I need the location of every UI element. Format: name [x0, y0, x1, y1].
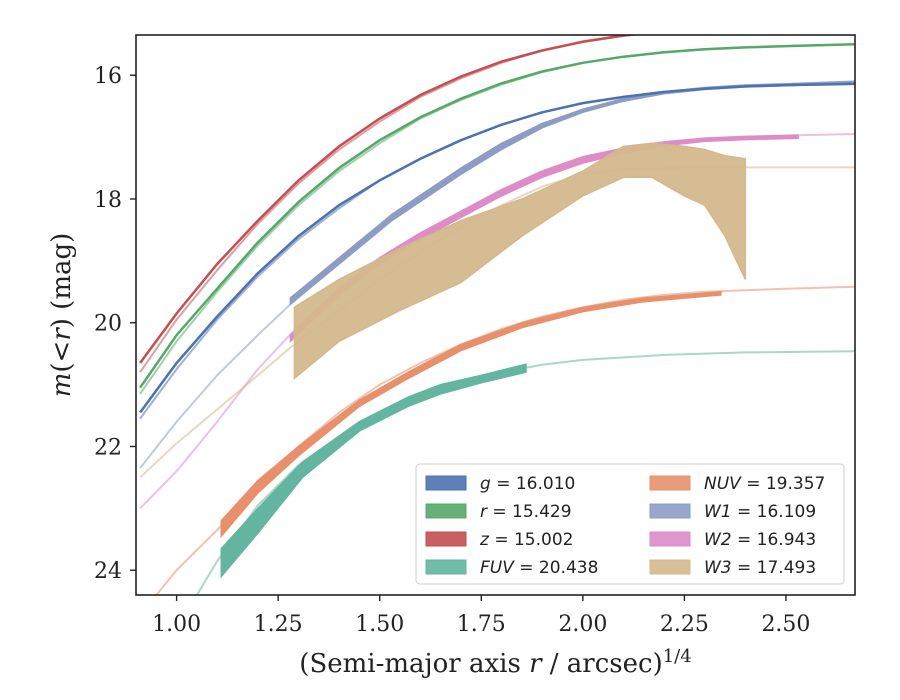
- nuv-data-band: [220, 290, 722, 539]
- legend: g = 16.010 r = 15.429 z = 15.002 FUV = 20.4…: [415, 463, 845, 585]
- r-data-line: [139, 43, 855, 389]
- z-legend-label: z = 15.002: [479, 530, 573, 550]
- x-tick-label: 2.25: [660, 612, 709, 637]
- z-data-line: [139, 35, 642, 364]
- x-tick-label: 1.75: [457, 612, 506, 637]
- fuv-legend-swatch: [425, 559, 467, 575]
- w1-legend-swatch: [649, 503, 691, 519]
- w3-legend-label: W3 = 17.493: [704, 558, 816, 578]
- g-legend-swatch: [425, 475, 467, 491]
- w2-model-curve: [139, 133, 855, 510]
- g-data-line: [139, 82, 855, 414]
- w3-data-band: [293, 142, 747, 380]
- series-group: [139, 35, 855, 595]
- x-tick-label: 2.50: [761, 612, 810, 637]
- z-legend-swatch: [425, 531, 467, 547]
- axes: 1.00 1.25 1.50 1.75 2.00 2.25 2.50 16 18 20 22 24 (S…: [47, 34, 856, 680]
- x-tick-label: 1.50: [355, 612, 404, 637]
- y-axis-label: m(<r) (mag): [47, 233, 77, 398]
- w2-legend-label: W2 = 16.943: [704, 530, 816, 550]
- w3-legend-swatch: [649, 559, 691, 575]
- x-tick-label: 2.00: [558, 612, 607, 637]
- y-tick-label: 18: [94, 188, 122, 213]
- fuv-legend-label: FUV = 20.438: [480, 558, 598, 578]
- y-tick-label: 24: [94, 559, 122, 584]
- r-legend-label: r = 15.429: [480, 502, 572, 522]
- w2-data-band: [289, 134, 799, 344]
- g-legend-label: g = 16.010: [480, 474, 575, 494]
- plot-area: [139, 35, 855, 595]
- w2-legend-swatch: [649, 531, 691, 547]
- w1-legend-label: W1 = 16.109: [704, 502, 816, 522]
- y-tick-label: 16: [94, 64, 122, 89]
- x-axis-label: (Semi-major axis r / arcsec)1/4: [299, 646, 691, 680]
- nuv-legend-label: NUV = 19.357: [704, 474, 825, 494]
- y-tick-label: 20: [94, 312, 122, 337]
- z-model-curve: [139, 35, 633, 373]
- y-tick-label: 22: [94, 435, 122, 460]
- nuv-legend-swatch: [649, 475, 691, 491]
- fuv-data-band: [220, 363, 527, 579]
- axes-frame: [135, 34, 856, 596]
- x-tick-label: 1.00: [152, 612, 201, 637]
- w1-data-band: [289, 80, 855, 306]
- legend-box: [415, 463, 845, 585]
- x-tick-label: 1.25: [254, 612, 303, 637]
- r-legend-swatch: [425, 503, 467, 519]
